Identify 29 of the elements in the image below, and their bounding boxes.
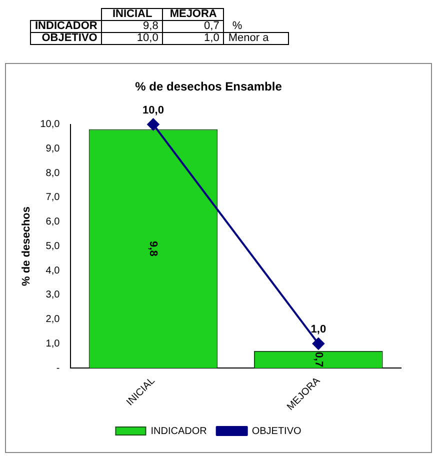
y-tick-label: - bbox=[56, 362, 60, 374]
data-label: 1,0 bbox=[310, 324, 326, 336]
text: Menor a bbox=[224, 32, 289, 44]
legend-label: INDICADOR bbox=[150, 426, 207, 437]
data-label: 10,0 bbox=[142, 104, 164, 116]
text: % bbox=[231, 20, 244, 32]
data-label: 0,7 bbox=[312, 352, 324, 368]
category-label: INICIAL bbox=[112, 8, 152, 20]
y-tick-label: 9,0 bbox=[46, 144, 60, 155]
text: OBJETIVO bbox=[42, 32, 98, 44]
text: 10,0 bbox=[136, 32, 158, 44]
y-tick-label: 8,0 bbox=[46, 168, 60, 179]
y-tick-label: 6,0 bbox=[46, 216, 60, 228]
y-tick-label: 5,0 bbox=[46, 240, 60, 252]
y-tick-label: 3,0 bbox=[46, 290, 60, 301]
category-label: MEJORA bbox=[170, 8, 217, 20]
y-tick-label: 4,0 bbox=[46, 265, 60, 276]
text: INDICADOR bbox=[35, 20, 98, 32]
legend-label: OBJETIVO bbox=[252, 426, 302, 437]
text: 0,7 bbox=[204, 20, 220, 32]
y-tick-label: 7,0 bbox=[46, 192, 60, 204]
chart-title: % de desechos Ensamble bbox=[135, 80, 282, 94]
y-axis-title: % de desechos bbox=[20, 206, 33, 286]
text: 1,0 bbox=[204, 32, 220, 44]
data-label: 9,8 bbox=[147, 241, 160, 256]
y-tick-label: 2,0 bbox=[46, 314, 60, 326]
y-tick-label: 1,0 bbox=[46, 338, 60, 350]
y-tick-label: 10,0 bbox=[40, 119, 60, 130]
text: 9,8 bbox=[143, 20, 158, 32]
